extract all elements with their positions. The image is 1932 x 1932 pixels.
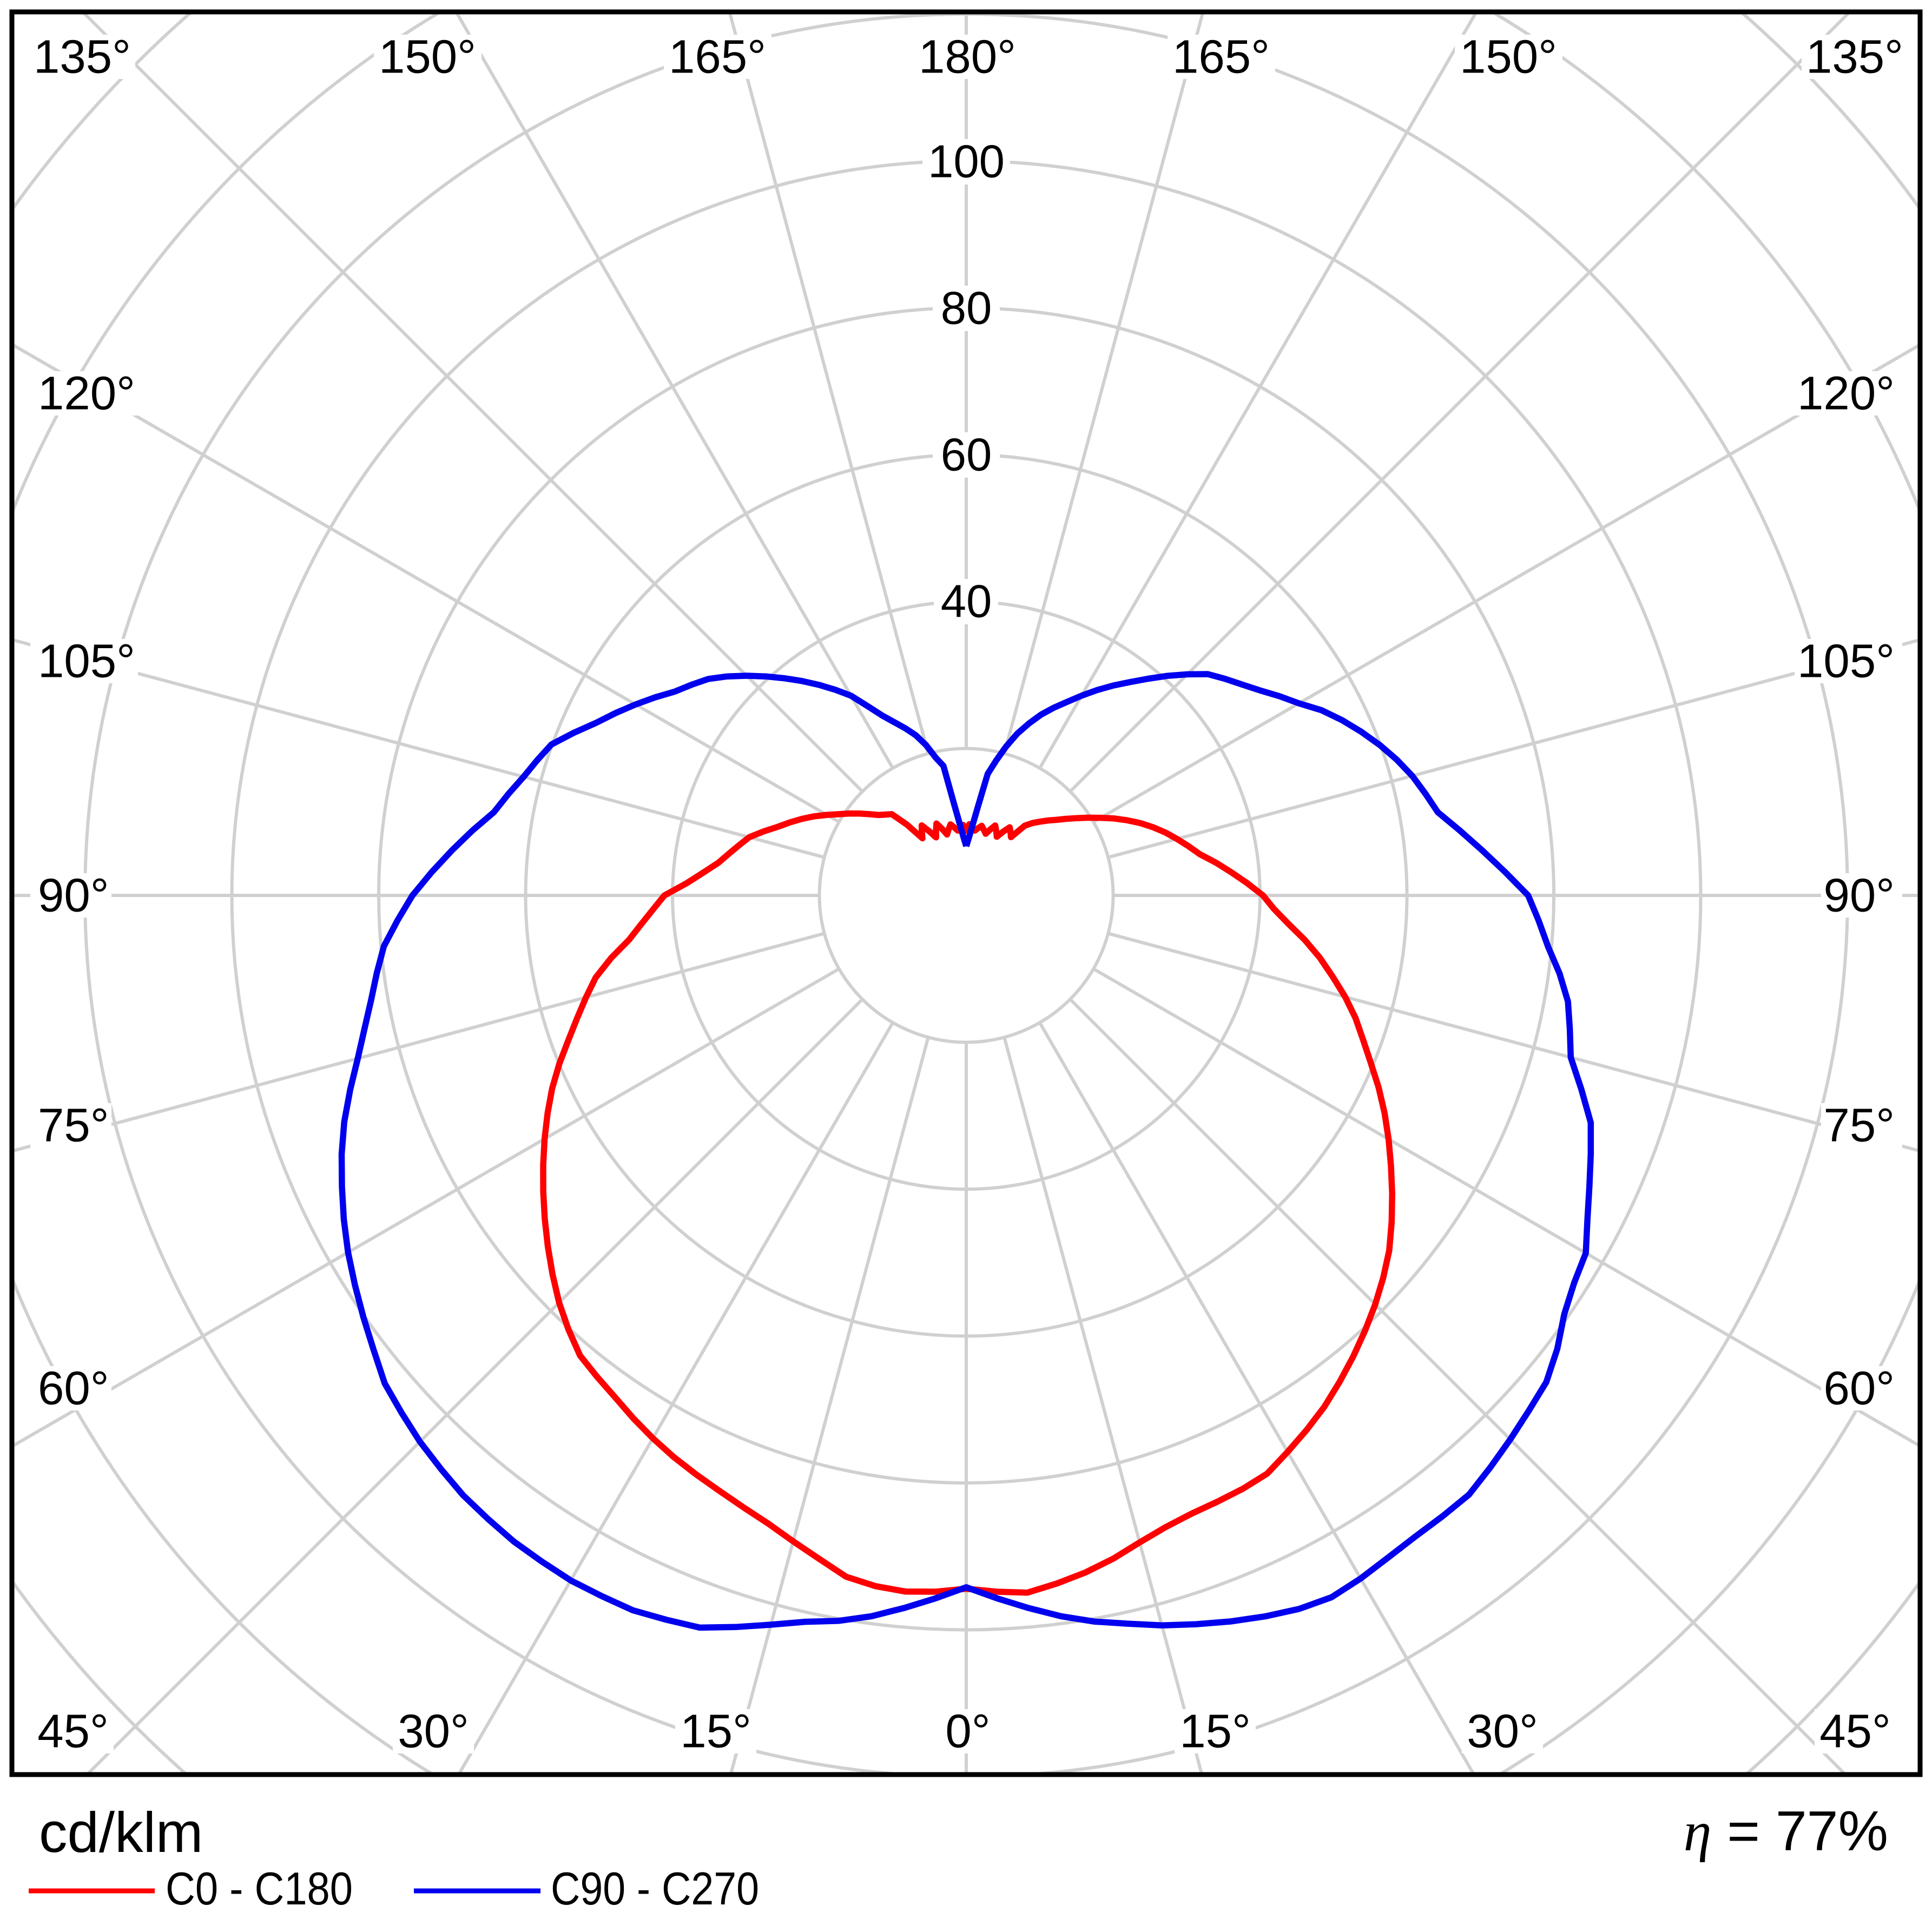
- svg-text:C90 - C270: C90 - C270: [551, 1863, 759, 1915]
- svg-text:150°: 150°: [1460, 31, 1557, 83]
- svg-text:165°: 165°: [669, 31, 766, 83]
- svg-text:150°: 150°: [379, 31, 476, 83]
- svg-text:60: 60: [941, 430, 992, 481]
- svg-text:C0 - C180: C0 - C180: [166, 1863, 353, 1915]
- svg-text:75°: 75°: [38, 1099, 109, 1152]
- svg-text:120°: 120°: [38, 367, 135, 420]
- svg-text:45°: 45°: [1819, 1705, 1891, 1758]
- svg-text:100: 100: [928, 136, 1005, 188]
- svg-text:105°: 105°: [38, 635, 135, 688]
- svg-text:60°: 60°: [38, 1362, 109, 1415]
- svg-text:180°: 180°: [919, 31, 1016, 83]
- svg-text:η = 77%: η = 77%: [1684, 1800, 1888, 1863]
- svg-text:90°: 90°: [1823, 869, 1895, 922]
- svg-text:75°: 75°: [1823, 1099, 1895, 1152]
- svg-text:165°: 165°: [1172, 31, 1270, 83]
- svg-text:60°: 60°: [1823, 1362, 1895, 1415]
- svg-text:120°: 120°: [1797, 367, 1895, 420]
- svg-text:cd/klm: cd/klm: [39, 1801, 203, 1864]
- svg-text:30°: 30°: [398, 1705, 469, 1758]
- svg-text:135°: 135°: [1806, 31, 1903, 83]
- svg-text:15°: 15°: [680, 1705, 751, 1758]
- svg-text:90°: 90°: [38, 869, 109, 922]
- svg-text:40: 40: [941, 576, 992, 628]
- svg-text:30°: 30°: [1467, 1705, 1538, 1758]
- svg-text:0°: 0°: [945, 1705, 990, 1758]
- svg-text:80: 80: [941, 283, 992, 334]
- svg-text:15°: 15°: [1179, 1705, 1251, 1758]
- svg-text:135°: 135°: [34, 31, 131, 83]
- svg-text:105°: 105°: [1797, 635, 1895, 688]
- svg-text:45°: 45°: [37, 1705, 109, 1758]
